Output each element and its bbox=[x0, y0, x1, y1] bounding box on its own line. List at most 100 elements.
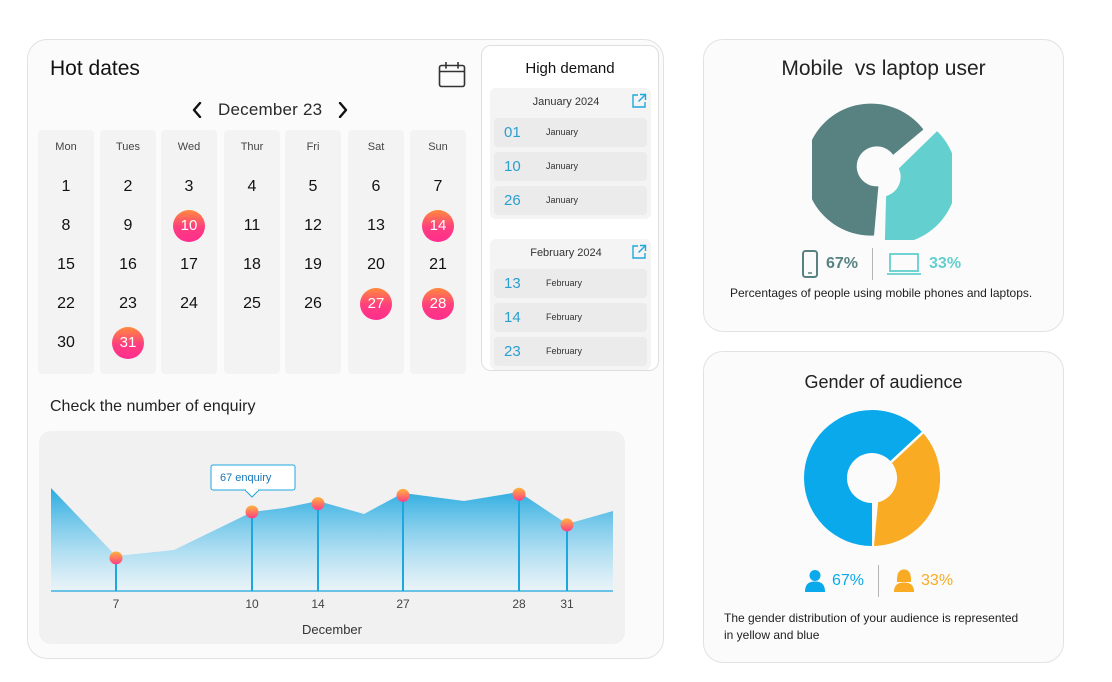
high-demand-month: February bbox=[546, 312, 583, 322]
gender-description: The gender distribution of your audience… bbox=[724, 611, 1019, 642]
x-axis-label: December bbox=[302, 622, 363, 637]
high-demand-day: 13 bbox=[504, 275, 521, 292]
gender-title: Gender of audience bbox=[804, 372, 963, 392]
date-cell[interactable]: 16 bbox=[119, 256, 137, 273]
legend-divider bbox=[872, 248, 874, 280]
mobile-laptop-legend: 67% 33% bbox=[802, 248, 961, 280]
hot-dates-title: Hot dates bbox=[50, 57, 140, 80]
high-demand-date-row[interactable]: 26 January bbox=[494, 186, 647, 215]
x-tick-label: 7 bbox=[113, 597, 120, 611]
tooltip-text: 67 enquiry bbox=[220, 472, 272, 484]
high-demand-date-row[interactable]: 13 February bbox=[494, 269, 647, 298]
external-link-icon[interactable] bbox=[631, 93, 647, 109]
date-cell[interactable]: 11 bbox=[243, 217, 261, 234]
highlight-stems bbox=[109, 487, 574, 591]
highlight-point[interactable] bbox=[109, 551, 123, 565]
high-demand-date-row[interactable]: 10 January bbox=[494, 152, 647, 181]
weekday-column bbox=[410, 130, 466, 374]
high-demand-date-row[interactable]: 23 February bbox=[494, 337, 647, 366]
enquiry-title: Check the number of enquiry bbox=[50, 398, 256, 415]
male-slice bbox=[804, 410, 922, 546]
legend-divider bbox=[878, 565, 880, 597]
high-demand-group: January 2024 01 January 10 January 26 January bbox=[490, 88, 651, 219]
x-tick-label: 14 bbox=[311, 597, 325, 611]
date-cell[interactable]: 2 bbox=[123, 178, 133, 195]
date-cell[interactable]: 23 bbox=[119, 295, 137, 312]
month-navigator: December 23 bbox=[188, 98, 352, 122]
female-slice bbox=[874, 433, 941, 546]
gender-card: Gender of audience 67% 33% The gender di… bbox=[703, 351, 1064, 663]
mobile-vs-laptop-title: Mobile vs laptop user bbox=[781, 57, 986, 80]
gender-donut bbox=[804, 410, 941, 546]
date-cell[interactable]: 22 bbox=[57, 295, 75, 312]
weekday-column bbox=[224, 130, 280, 374]
high-demand-month: February bbox=[546, 346, 583, 356]
highlight-point[interactable] bbox=[396, 488, 410, 502]
date-cell[interactable]: 3 bbox=[184, 178, 194, 195]
high-demand-date-row[interactable]: 01 January bbox=[494, 118, 647, 147]
weekday-label: Tues bbox=[115, 141, 141, 153]
date-cell[interactable]: 5 bbox=[308, 178, 318, 195]
date-cell[interactable]: 12 bbox=[304, 217, 322, 234]
smartphone-icon bbox=[802, 250, 818, 278]
high-demand-date-row[interactable]: 14 February bbox=[494, 303, 647, 332]
laptop-slice bbox=[884, 131, 952, 240]
date-cell[interactable]: 15 bbox=[57, 256, 75, 273]
laptop-icon bbox=[887, 253, 922, 275]
mobile-laptop-description: Percentages of people using mobile phone… bbox=[730, 286, 1033, 300]
date-cell[interactable]: 24 bbox=[180, 295, 198, 312]
date-cell[interactable]: 17 bbox=[180, 256, 198, 273]
highlight-point[interactable] bbox=[245, 505, 259, 519]
date-cell[interactable]: 7 bbox=[433, 178, 443, 195]
weekday-label: Sun bbox=[428, 141, 448, 153]
mobile-slice bbox=[812, 103, 924, 236]
highlight-point[interactable] bbox=[512, 487, 526, 501]
enquiry-chart: 67 enquiry 7 10 14 27 28 31 December bbox=[39, 431, 625, 644]
date-cell[interactable]: 21 bbox=[429, 256, 447, 273]
hot-date-cell[interactable]: 10 bbox=[173, 210, 205, 242]
date-cell[interactable]: 9 bbox=[123, 217, 133, 234]
hot-date-cell[interactable]: 14 bbox=[422, 210, 454, 242]
weekday-column bbox=[348, 130, 404, 374]
date-cell[interactable]: 26 bbox=[304, 295, 322, 312]
date-cell[interactable]: 6 bbox=[371, 178, 381, 195]
date-cell[interactable]: 8 bbox=[61, 217, 71, 234]
date-cell[interactable]: 1 bbox=[61, 178, 71, 195]
high-demand-month: February bbox=[546, 278, 583, 288]
date-cell[interactable]: 19 bbox=[304, 256, 322, 273]
date-cell[interactable]: 13 bbox=[367, 217, 385, 234]
high-demand-title: High demand bbox=[525, 60, 615, 77]
x-tick-label: 27 bbox=[396, 597, 410, 611]
high-demand-group-title: February 2024 bbox=[530, 247, 602, 259]
gender-legend: 67% 33% bbox=[804, 565, 953, 597]
x-tick-label: 31 bbox=[560, 597, 574, 611]
chevron-left-icon[interactable] bbox=[188, 99, 206, 121]
high-demand-day: 10 bbox=[504, 158, 521, 175]
high-demand-day: 01 bbox=[504, 124, 521, 141]
highlight-point[interactable] bbox=[560, 518, 574, 532]
date-cell[interactable]: 30 bbox=[57, 334, 75, 351]
mobile-percentage: 67% bbox=[826, 255, 859, 272]
hot-date-cell[interactable]: 28 bbox=[422, 288, 454, 320]
date-cell[interactable]: 25 bbox=[243, 295, 261, 312]
date-cell[interactable]: 18 bbox=[243, 256, 261, 273]
high-demand-group: February 2024 13 February 14 February 23 Febru… bbox=[490, 239, 651, 370]
weekday-column bbox=[38, 130, 94, 374]
chevron-right-icon[interactable] bbox=[334, 99, 352, 121]
date-cell[interactable]: 4 bbox=[247, 178, 257, 195]
female-user-icon bbox=[893, 569, 915, 593]
weekday-label: Fri bbox=[306, 141, 320, 153]
weekday-label: Mon bbox=[55, 141, 77, 153]
highlight-point[interactable] bbox=[311, 497, 325, 511]
laptop-percentage: 33% bbox=[929, 255, 962, 272]
weekday-column bbox=[161, 130, 217, 374]
calendar-icon[interactable] bbox=[438, 61, 466, 88]
current-month-label: December 23 bbox=[218, 100, 323, 119]
male-percentage: 67% bbox=[832, 572, 865, 589]
external-link-icon[interactable] bbox=[631, 244, 647, 260]
hot-date-cell[interactable]: 31 bbox=[112, 327, 144, 359]
hot-date-cell[interactable]: 27 bbox=[360, 288, 392, 320]
enquiry-area bbox=[51, 488, 613, 591]
x-tick-label: 28 bbox=[512, 597, 526, 611]
date-cell[interactable]: 20 bbox=[367, 256, 385, 273]
